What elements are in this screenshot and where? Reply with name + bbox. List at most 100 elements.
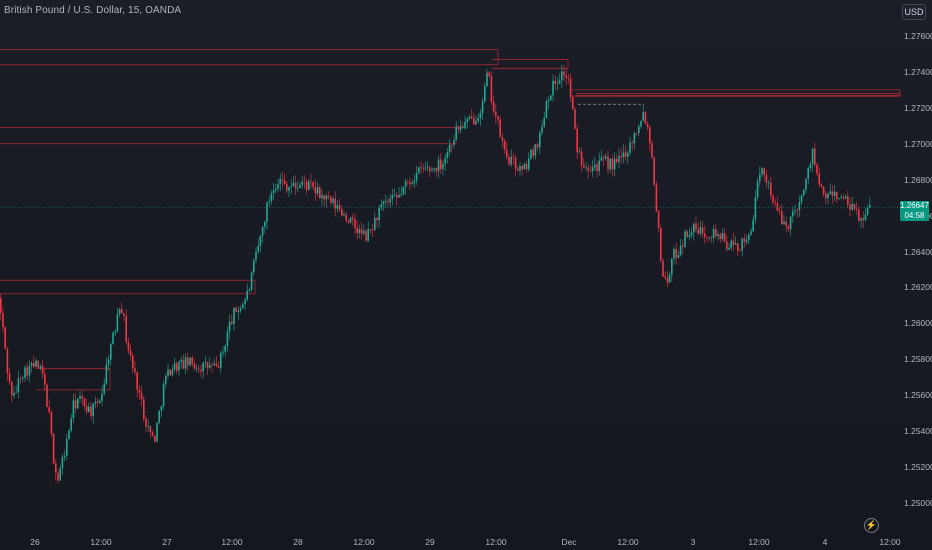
candle-body (336, 205, 339, 209)
candle-body (204, 361, 207, 363)
candle-body (206, 361, 209, 368)
candle-body (418, 167, 420, 173)
candle-body (739, 250, 741, 252)
candle-body (481, 101, 484, 114)
candle-body (143, 399, 145, 419)
candle-body (85, 406, 88, 413)
price-tick-label: 1.27200 (904, 102, 932, 113)
candle-body (492, 101, 495, 112)
price-tick-label: 1.27600 (904, 31, 932, 41)
candle-body (446, 152, 449, 159)
candle-body (228, 321, 231, 332)
candle-body (308, 181, 310, 190)
candle-body (81, 395, 83, 399)
candle-body (684, 231, 686, 247)
time-tick-label: 12:00 (617, 537, 639, 547)
candle-body (123, 313, 125, 316)
candle-body (620, 156, 622, 158)
candle-body (767, 182, 770, 184)
candle-body (378, 208, 380, 220)
candle-body (708, 237, 710, 239)
candle-body (321, 195, 323, 199)
candle-body (750, 231, 752, 235)
candle-body (763, 168, 765, 176)
candle-body (613, 158, 616, 170)
candle-body (473, 118, 475, 125)
candle-body (290, 186, 292, 188)
candle-body (149, 426, 152, 433)
candle-body (545, 101, 548, 119)
candle-body (644, 112, 647, 124)
supply-demand-zones (0, 49, 901, 391)
candle-body (198, 368, 200, 370)
candle-body (154, 435, 156, 442)
candle-body (468, 116, 471, 119)
candle-body (114, 331, 116, 333)
candle-body (312, 181, 314, 188)
candle-body (374, 217, 376, 231)
candle-body (814, 148, 816, 165)
price-tick-label: 1.26800 (904, 174, 932, 185)
candle-body (151, 432, 154, 436)
candle-body (600, 157, 603, 161)
candle-body (140, 392, 143, 400)
candle-body (396, 194, 398, 198)
currency-button[interactable]: USD (902, 4, 926, 20)
candle-body (534, 144, 537, 156)
candle-body (347, 220, 350, 223)
candle-body (191, 357, 193, 364)
candle-body (402, 186, 405, 195)
candle-body (409, 181, 411, 184)
candle-body (70, 418, 72, 431)
candle-body (653, 157, 655, 185)
candle-body (6, 348, 9, 374)
candle-body (695, 223, 697, 230)
candle-body (829, 191, 831, 194)
candle-body (404, 181, 407, 187)
candle-body (33, 363, 35, 367)
candle-body (523, 163, 526, 170)
candle-body (57, 472, 59, 481)
candle-body (26, 367, 28, 376)
candle-body (862, 218, 864, 221)
candle-body (580, 151, 583, 166)
candle-body (422, 168, 424, 169)
candle-body (365, 230, 367, 241)
candle-body (415, 172, 418, 181)
candle-body (624, 152, 627, 157)
price-tick-label: 1.25600 (904, 390, 932, 401)
candle-body (671, 258, 673, 275)
candle-body (28, 366, 31, 376)
candle-body (4, 327, 6, 349)
candle-body (569, 78, 572, 98)
candle-body (596, 164, 598, 172)
candle-body (719, 234, 721, 239)
candle-body (664, 276, 666, 279)
candle-body (633, 133, 636, 144)
candle-body (778, 210, 781, 212)
candle-body (268, 201, 270, 203)
candle-body (629, 142, 631, 153)
candle-body (591, 167, 594, 172)
candle-body (413, 180, 416, 183)
candle-body (512, 156, 515, 158)
candle-body (19, 378, 22, 379)
candle-body (822, 186, 825, 194)
candle-body (869, 204, 871, 208)
candle-body (506, 149, 508, 157)
candle-body (356, 227, 358, 234)
candle-body (462, 126, 464, 129)
candle-body (8, 373, 11, 382)
candle-body (330, 196, 332, 203)
candle-body (528, 158, 530, 170)
candle-body (156, 422, 158, 442)
candle-body (642, 112, 644, 121)
lightning-icon[interactable]: ⚡ (864, 518, 879, 533)
candle-body (160, 406, 163, 411)
candle-body (704, 233, 706, 238)
candle-body (833, 191, 836, 196)
candle-body (587, 167, 589, 172)
candle-body (288, 187, 290, 191)
candle-body (618, 156, 620, 163)
